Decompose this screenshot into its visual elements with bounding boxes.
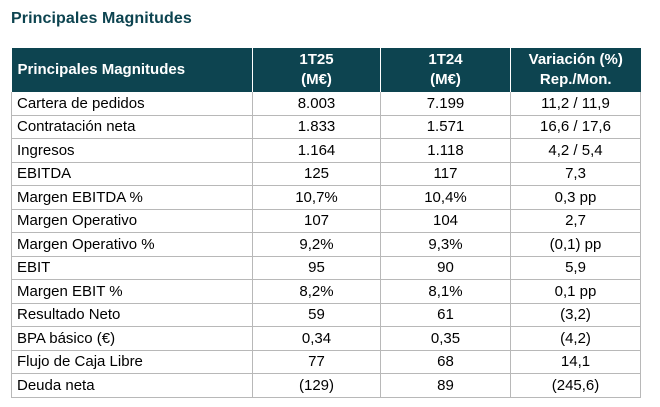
row-1t25-cell: 8,2% [252, 279, 381, 304]
row-1t25-cell: 10,7% [252, 185, 381, 210]
row-1t25-cell: 1.833 [252, 115, 381, 139]
table-row: EBIT 95 90 5,9 [11, 256, 641, 280]
table-row: Ingresos 1.164 1.118 4,2 / 5,4 [11, 138, 641, 163]
row-variacion-cell: (4,2) [510, 326, 641, 351]
row-1t25-cell: (129) [252, 373, 381, 398]
row-1t24-cell: 7.199 [380, 92, 511, 116]
row-1t25-cell: 95 [252, 256, 381, 280]
table-row: Margen Operativo % 9,2% 9,3% (0,1) pp [11, 232, 641, 257]
row-1t24-cell: 90 [380, 256, 511, 280]
table-header-row: Principales Magnitudes 1T25 (M€) 1T24 (M… [11, 48, 641, 92]
table-row: Flujo de Caja Libre 77 68 14,1 [11, 350, 641, 374]
table-row: Deuda neta (129) 89 (245,6) [11, 373, 641, 398]
row-1t24-cell: 9,3% [380, 232, 511, 257]
header-1t24-line1: 1T24 [428, 51, 463, 68]
row-label-cell: Cartera de pedidos [11, 92, 253, 116]
row-label-cell: Deuda neta [11, 373, 253, 398]
table-row: EBITDA 125 117 7,3 [11, 162, 641, 186]
row-variacion-cell: 0,1 pp [510, 279, 641, 304]
row-1t25-cell: 77 [252, 350, 381, 374]
table-body: Cartera de pedidos 8.003 7.199 11,2 / 11,9 C… [11, 92, 641, 398]
row-label-cell: BPA básico (€) [11, 326, 253, 351]
header-variacion-cell: Variación (%) Rep./Mon. [510, 48, 641, 92]
row-variacion-cell: (245,6) [510, 373, 641, 398]
row-variacion-cell: 7,3 [510, 162, 641, 186]
magnitudes-table: Principales Magnitudes 1T25 (M€) 1T24 (M… [11, 48, 641, 398]
header-1t25-line1: 1T25 [299, 51, 334, 68]
row-1t24-cell: 61 [380, 303, 511, 327]
row-variacion-cell: 2,7 [510, 209, 641, 233]
row-1t24-cell: 1.118 [380, 138, 511, 163]
table-row: Resultado Neto 59 61 (3,2) [11, 303, 641, 327]
row-1t24-cell: 104 [380, 209, 511, 233]
row-label-cell: Flujo de Caja Libre [11, 350, 253, 374]
table-row: Margen EBITDA % 10,7% 10,4% 0,3 pp [11, 185, 641, 210]
row-label-cell: Contratación neta [11, 115, 253, 139]
row-variacion-cell: (3,2) [510, 303, 641, 327]
row-1t24-cell: 89 [380, 373, 511, 398]
row-label-cell: Ingresos [11, 138, 253, 163]
header-1t24-cell: 1T24 (M€) [380, 48, 511, 92]
row-1t25-cell: 125 [252, 162, 381, 186]
row-1t25-cell: 107 [252, 209, 381, 233]
row-variacion-cell: 5,9 [510, 256, 641, 280]
row-1t24-cell: 8,1% [380, 279, 511, 304]
row-variacion-cell: 11,2 / 11,9 [510, 92, 641, 116]
row-variacion-cell: (0,1) pp [510, 232, 641, 257]
row-label-cell: EBITDA [11, 162, 253, 186]
row-1t25-cell: 0,34 [252, 326, 381, 351]
table-row: Margen Operativo 107 104 2,7 [11, 209, 641, 233]
row-label-cell: Margen Operativo % [11, 232, 253, 257]
row-1t24-cell: 10,4% [380, 185, 511, 210]
row-1t24-cell: 68 [380, 350, 511, 374]
header-1t25-cell: 1T25 (M€) [252, 48, 381, 92]
row-variacion-cell: 16,6 / 17,6 [510, 115, 641, 139]
row-1t25-cell: 8.003 [252, 92, 381, 116]
row-variacion-cell: 4,2 / 5,4 [510, 138, 641, 163]
header-variacion-line2: Rep./Mon. [539, 71, 612, 88]
row-label-cell: Margen EBITDA % [11, 185, 253, 210]
row-1t24-cell: 1.571 [380, 115, 511, 139]
table-row: Contratación neta 1.833 1.571 16,6 / 17,6 [11, 115, 641, 139]
table-row: Cartera de pedidos 8.003 7.199 11,2 / 11,9 [11, 92, 641, 116]
header-1t25-line2: (M€) [301, 71, 332, 88]
row-label-cell: EBIT [11, 256, 253, 280]
row-label-cell: Margen Operativo [11, 209, 253, 233]
row-1t24-cell: 0,35 [380, 326, 511, 351]
row-1t24-cell: 117 [380, 162, 511, 186]
row-1t25-cell: 1.164 [252, 138, 381, 163]
header-variacion-line1: Variación (%) [528, 51, 623, 68]
row-variacion-cell: 0,3 pp [510, 185, 641, 210]
row-1t25-cell: 9,2% [252, 232, 381, 257]
row-variacion-cell: 14,1 [510, 350, 641, 374]
header-1t24-line2: (M€) [430, 71, 461, 88]
row-label-cell: Resultado Neto [11, 303, 253, 327]
row-label-cell: Margen EBIT % [11, 279, 253, 304]
row-1t25-cell: 59 [252, 303, 381, 327]
page-title: Principales Magnitudes [11, 10, 192, 27]
header-label-cell: Principales Magnitudes [11, 48, 253, 92]
table-row: Margen EBIT % 8,2% 8,1% 0,1 pp [11, 279, 641, 304]
table-row: BPA básico (€) 0,34 0,35 (4,2) [11, 326, 641, 351]
